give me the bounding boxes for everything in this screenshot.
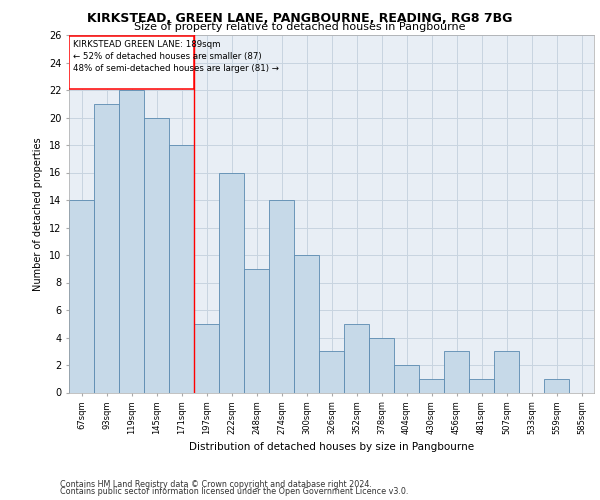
Bar (544, 379, 569, 392)
Text: Size of property relative to detached houses in Pangbourne: Size of property relative to detached ho… (134, 22, 466, 32)
Bar (219, 172, 244, 392)
Text: Contains public sector information licensed under the Open Government Licence v3: Contains public sector information licen… (60, 488, 409, 496)
Bar (244, 269, 269, 392)
FancyBboxPatch shape (69, 36, 194, 88)
Bar (494, 351, 519, 393)
Text: KIRKSTEAD, GREEN LANE, PANGBOURNE, READING, RG8 7BG: KIRKSTEAD, GREEN LANE, PANGBOURNE, READI… (88, 12, 512, 24)
Text: KIRKSTEAD GREEN LANE: 189sqm: KIRKSTEAD GREEN LANE: 189sqm (73, 40, 220, 49)
X-axis label: Distribution of detached houses by size in Pangbourne: Distribution of detached houses by size … (189, 442, 474, 452)
Bar (469, 379, 494, 392)
Bar (94, 104, 119, 393)
Bar (319, 351, 344, 393)
Bar (444, 351, 469, 393)
Bar (269, 200, 294, 392)
Bar (394, 365, 419, 392)
Bar (69, 200, 94, 392)
Bar (294, 255, 319, 392)
Y-axis label: Number of detached properties: Number of detached properties (34, 137, 43, 290)
Bar (169, 145, 194, 392)
Bar (369, 338, 394, 392)
Bar (194, 324, 219, 392)
Bar (419, 379, 444, 392)
Text: ← 52% of detached houses are smaller (87): ← 52% of detached houses are smaller (87… (73, 52, 262, 60)
Bar (144, 118, 169, 392)
Bar (119, 90, 144, 392)
Text: Contains HM Land Registry data © Crown copyright and database right 2024.: Contains HM Land Registry data © Crown c… (60, 480, 372, 489)
Text: 48% of semi-detached houses are larger (81) →: 48% of semi-detached houses are larger (… (73, 64, 279, 73)
Bar (344, 324, 369, 392)
